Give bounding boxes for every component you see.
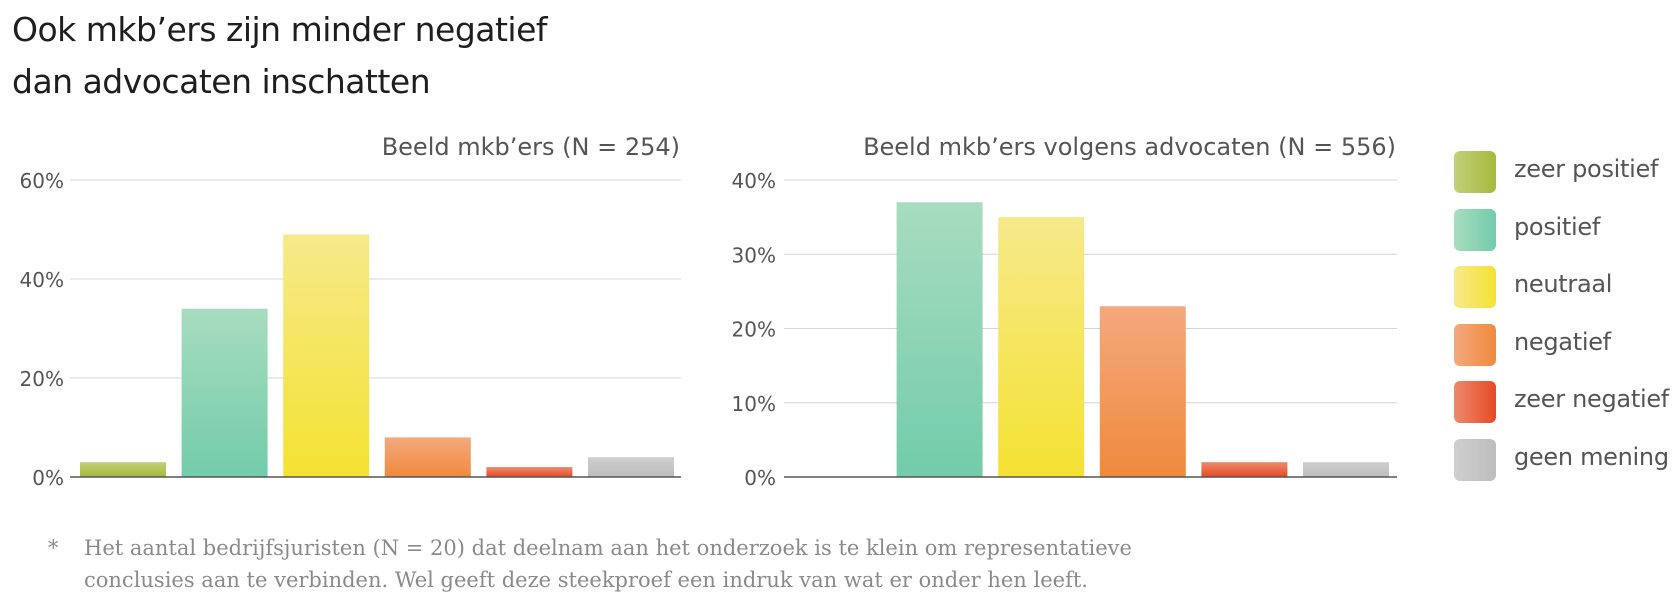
- legend-label: negatief: [1514, 327, 1611, 356]
- bar-zeer-negatief: [1201, 462, 1288, 477]
- bar-neutraal: [283, 234, 370, 477]
- legend-label: zeer positief: [1514, 155, 1659, 183]
- footnote-line-1: Het aantal bedrijfsjuristen (N = 20) dat…: [84, 536, 1132, 560]
- legend-label: geen mening: [1514, 443, 1669, 471]
- legend-label: positief: [1514, 212, 1600, 241]
- y-tick-label: 20%: [20, 367, 64, 391]
- legend-swatch: [1454, 381, 1496, 424]
- legend-label: neutraal: [1514, 270, 1613, 299]
- y-tick-label: 30%: [732, 243, 776, 267]
- chart-title: Beeld mkb’ers (N = 254): [382, 133, 680, 161]
- y-tick-label: 0%: [744, 466, 776, 490]
- bar-positief: [181, 308, 268, 477]
- title-line-2: dan advocaten inschatten: [12, 62, 431, 101]
- legend-swatch: [1454, 439, 1496, 481]
- legend-swatch: [1454, 323, 1496, 366]
- y-tick-label: 0%: [32, 466, 64, 490]
- bar-positief: [896, 202, 983, 477]
- legend-item-zeer-positief: zeer positief: [1454, 151, 1680, 195]
- legend-swatch: [1454, 151, 1496, 193]
- page-title: Ook mkb’ers zijn minder negatief dan adv…: [12, 4, 548, 108]
- y-tick-label: 20%: [732, 318, 776, 342]
- bar-negatief: [384, 437, 471, 477]
- chart-advocaten: Beeld mkb’ers volgens advocaten (N = 556…: [732, 133, 1397, 490]
- y-tick-label: 40%: [732, 169, 776, 193]
- title-line-1: Ook mkb’ers zijn minder negatief: [12, 10, 548, 49]
- bar-zeer-negatief: [486, 467, 573, 477]
- legend-label: zeer negatief: [1514, 385, 1669, 414]
- charts-area: Beeld mkb’ers (N = 254) 0% 20% 40% 60% Beeld…: [20, 133, 1397, 490]
- y-tick-label: 40%: [20, 268, 64, 292]
- footnote-marker: *: [48, 536, 59, 560]
- legend-swatch: [1454, 208, 1496, 251]
- bar-neutraal: [998, 217, 1085, 477]
- bar-geen-mening: [588, 457, 674, 477]
- legend-swatch: [1454, 266, 1496, 309]
- legend-item-neutraal: neutraal: [1454, 266, 1680, 310]
- y-tick-label: 60%: [20, 169, 64, 193]
- footnote-line-2: conclusies aan te verbinden. Wel geeft d…: [84, 568, 1088, 592]
- chart-title: Beeld mkb’ers volgens advocaten (N = 556…: [863, 133, 1396, 161]
- chart-mkbers: Beeld mkb’ers (N = 254) 0% 20% 40% 60%: [20, 133, 681, 490]
- bar-geen-mening: [1303, 462, 1389, 477]
- legend-item-positief: positief: [1454, 208, 1680, 253]
- legend-item-geen-mening: geen mening: [1454, 439, 1680, 483]
- legend-item-negatief: negatief: [1454, 323, 1680, 368]
- bar-negatief: [1099, 306, 1186, 477]
- legend-item-zeer-negatief: zeer negatief: [1454, 381, 1680, 425]
- y-tick-label: 10%: [732, 392, 776, 416]
- bar-zeer-positief: [80, 462, 166, 477]
